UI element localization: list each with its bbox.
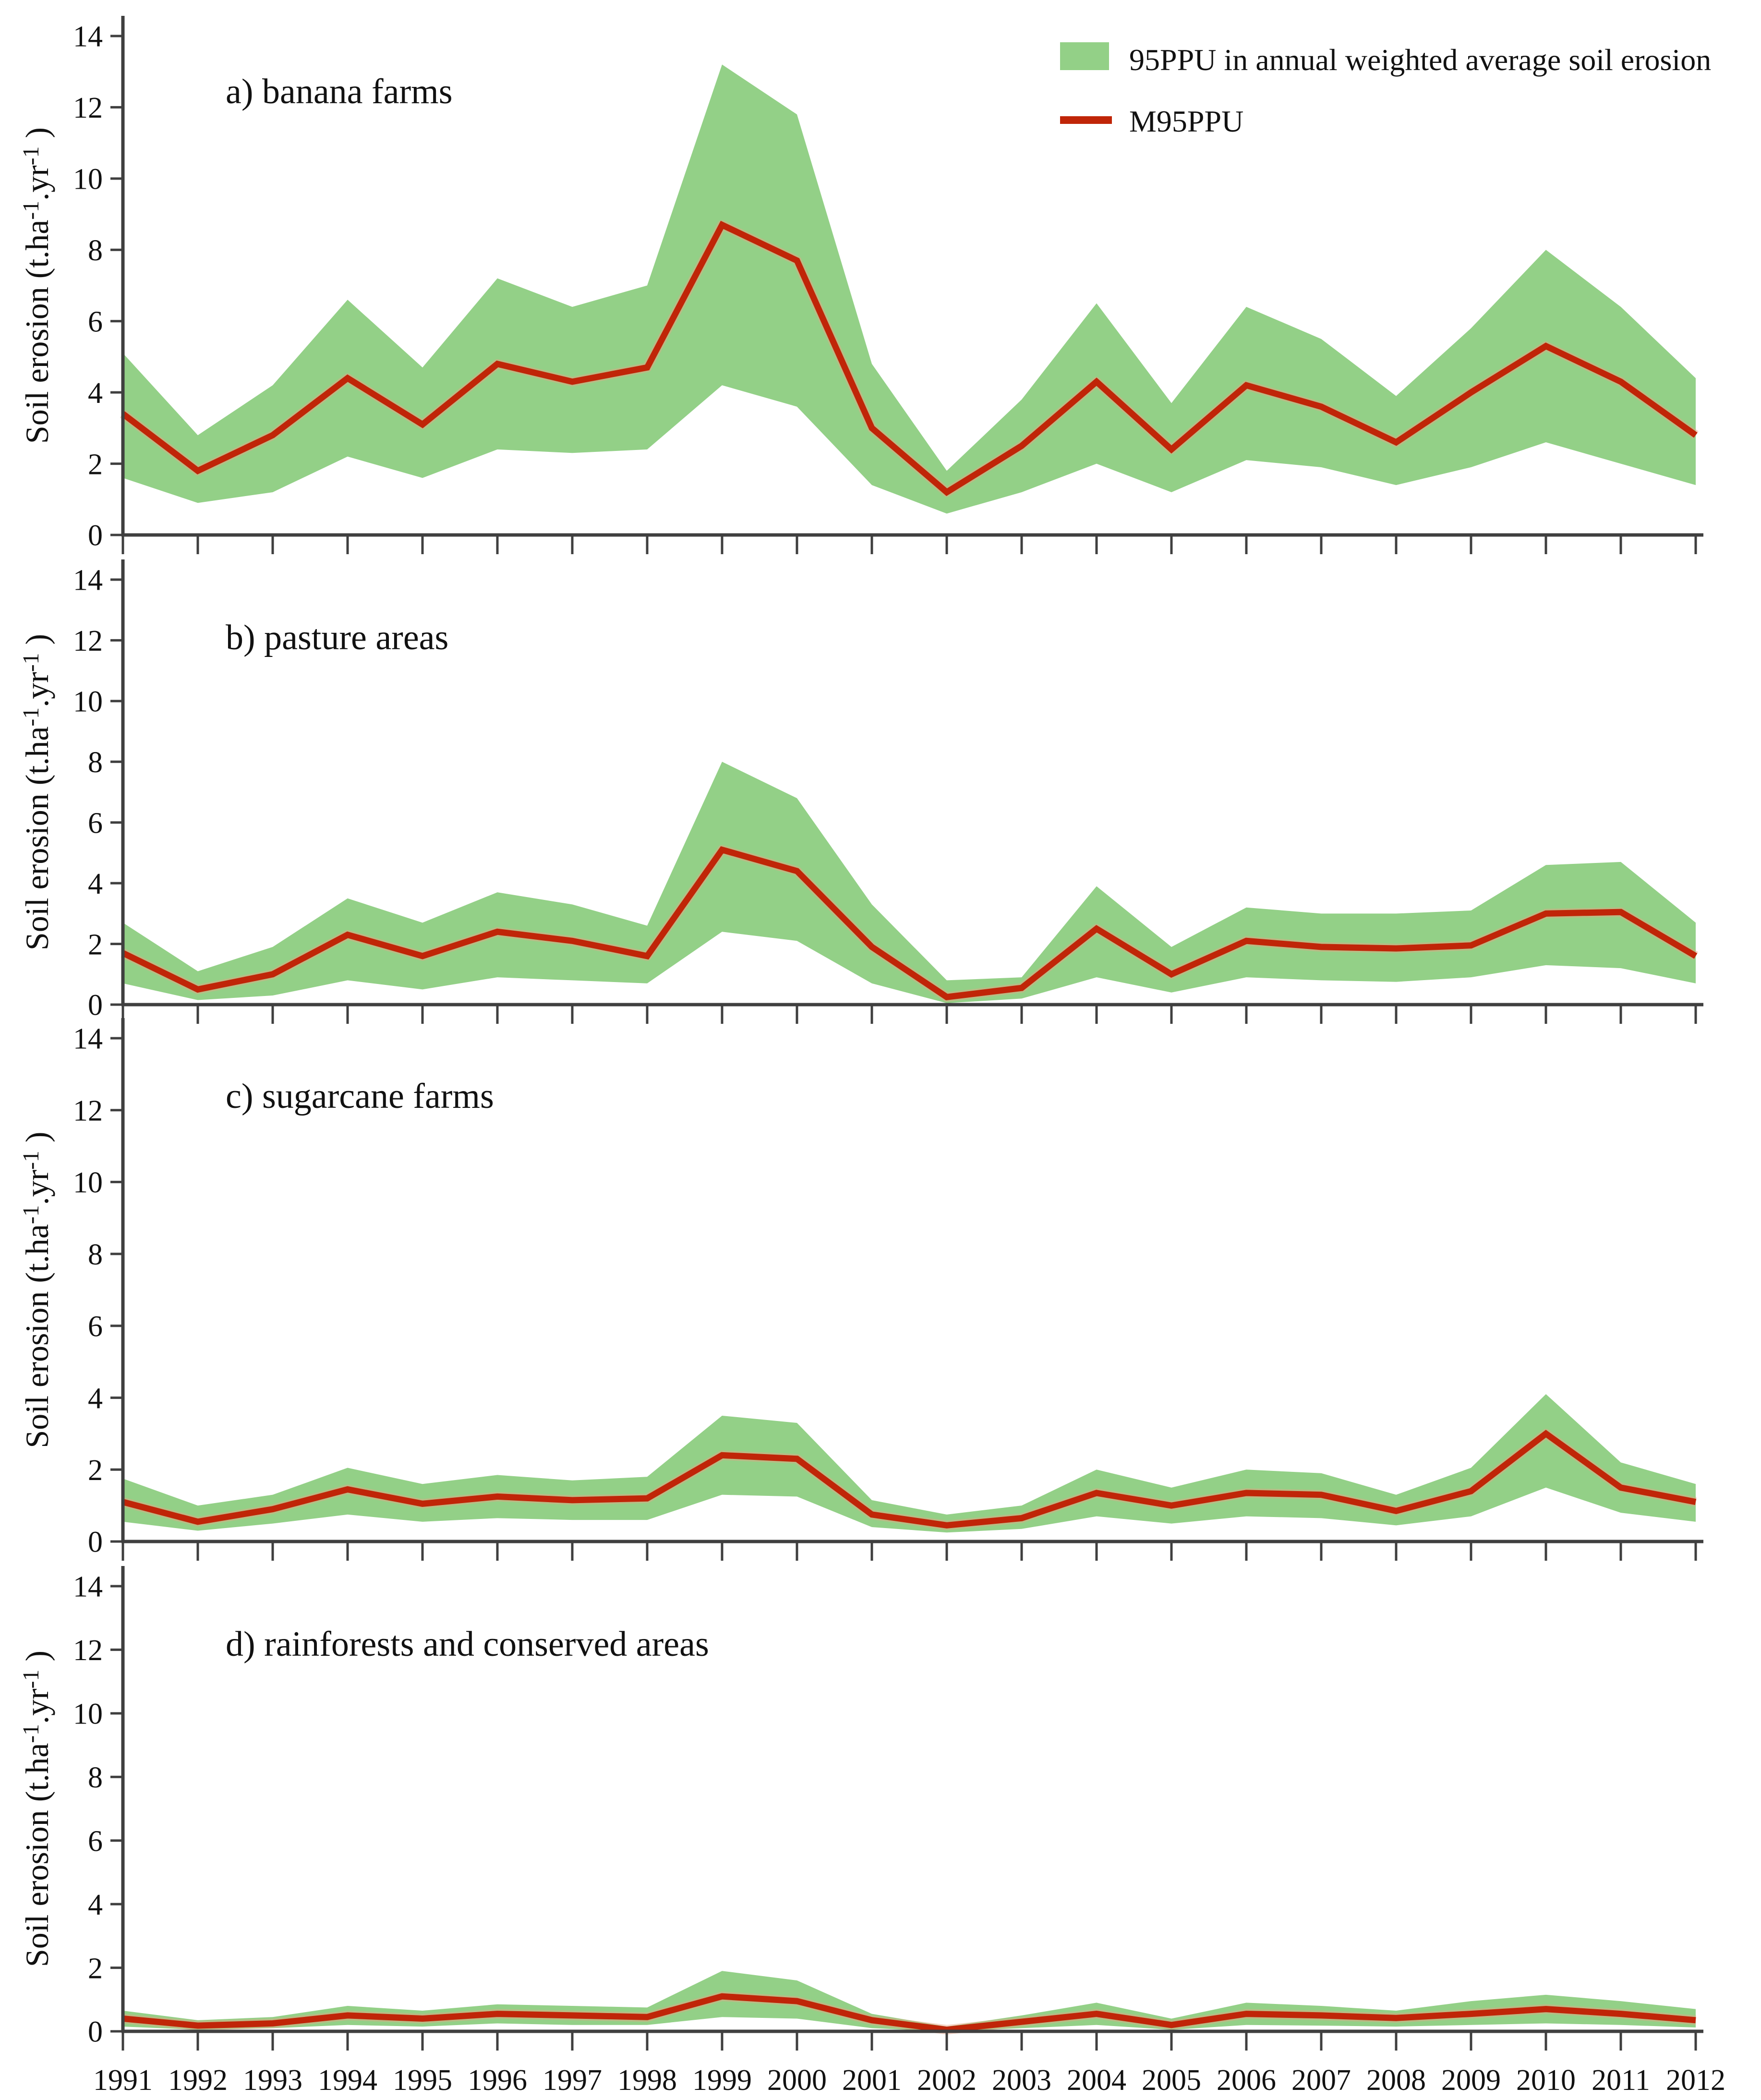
panel-c-plot: 0 2 4 6 8 10 12 14 Soil erosion (t.ha-1.yr-1 ) xyxy=(19,1018,1703,1561)
y-axis-label: Soil erosion (t.ha-1.yr-1 ) xyxy=(19,1131,55,1448)
y-tick-label: 8 xyxy=(88,1761,103,1794)
panel-a-title: a) banana farms xyxy=(226,72,453,111)
legend-band-label: 95PPU in annual weighted average soil er… xyxy=(1129,43,1711,77)
y-tick-label: 14 xyxy=(73,564,103,597)
y-tick-label: 6 xyxy=(88,305,103,338)
y-tick-label: 14 xyxy=(73,21,103,53)
y-tick-label: 0 xyxy=(88,520,103,552)
x-tick-label: 2008 xyxy=(1366,2064,1426,2097)
y-tick-label: 2 xyxy=(88,928,103,961)
y-axis-label: Soil erosion (t.ha-1.yr-1 ) xyxy=(19,127,55,444)
uncertainty-band xyxy=(123,64,1696,514)
y-tick-label: 6 xyxy=(88,1311,103,1343)
y-tick-label: 2 xyxy=(88,1454,103,1487)
x-tick-label: 1995 xyxy=(393,2064,452,2097)
y-tick-label: 12 xyxy=(73,1094,103,1127)
y-tick-label: 4 xyxy=(88,1889,103,1921)
legend: 95PPU in annual weighted average soil er… xyxy=(1060,42,1711,138)
x-tick-label: 2009 xyxy=(1441,2064,1501,2097)
x-tick-label: 2001 xyxy=(842,2064,902,2097)
x-tick-label: 2003 xyxy=(992,2064,1051,2097)
y-tick-label: 12 xyxy=(73,625,103,657)
y-tick-label: 2 xyxy=(88,1952,103,1985)
x-tick-label: 1998 xyxy=(617,2064,677,2097)
panel-c-title: c) sugarcane farms xyxy=(226,1077,494,1116)
y-tick-label: 12 xyxy=(73,92,103,124)
y-tick-label: 4 xyxy=(88,868,103,900)
y-tick-label: 14 xyxy=(73,1023,103,1056)
x-tick-label: 2005 xyxy=(1142,2064,1201,2097)
x-tick-label: 1996 xyxy=(468,2064,527,2097)
median-line xyxy=(121,846,1698,1000)
x-tick-label: 1999 xyxy=(692,2064,752,2097)
uncertainty-band xyxy=(123,1394,1696,1533)
x-tick-label: 2000 xyxy=(767,2064,827,2097)
panel-d-title: d) rainforests and conserved areas xyxy=(226,1625,709,1664)
median-line xyxy=(122,1993,1696,2033)
x-tick-label: 2004 xyxy=(1067,2064,1126,2097)
y-axis-label: Soil erosion (t.ha-1.yr-1 ) xyxy=(19,1651,55,1967)
x-tick-label: 2011 xyxy=(1592,2064,1650,2097)
x-tick-label: 2012 xyxy=(1666,2064,1725,2097)
x-tick-label: 1993 xyxy=(243,2064,302,2097)
legend-line-label: M95PPU xyxy=(1129,104,1243,138)
x-tick-label: 1992 xyxy=(168,2064,228,2097)
x-tick-label: 2002 xyxy=(917,2064,977,2097)
x-tick-label: 1994 xyxy=(318,2064,377,2097)
x-tick-label: 2010 xyxy=(1516,2064,1576,2097)
y-tick-label: 2 xyxy=(88,448,103,481)
panel-a-plot: 0 2 4 6 8 10 12 14 Soil erosion (t.ha-1.yr-1 ) xyxy=(19,16,1703,554)
y-tick-label: 4 xyxy=(88,1382,103,1415)
panel-b-plot: 0 2 4 6 8 10 12 14 Soil erosion (t.ha-1.yr-1 ) xyxy=(19,559,1703,1024)
y-tick-label: 0 xyxy=(88,989,103,1022)
y-tick-label: 0 xyxy=(88,2016,103,2049)
y-tick-label: 10 xyxy=(73,686,103,718)
y-tick-label: 10 xyxy=(73,1166,103,1199)
x-tick-label: 1997 xyxy=(543,2064,602,2097)
y-tick-label: 10 xyxy=(73,163,103,196)
y-tick-label: 0 xyxy=(88,1526,103,1559)
panel-b-title: b) pasture areas xyxy=(226,618,448,657)
panel-d-plot: 0 2 4 6 8 10 12 14 1991 1992 1993 1994 1995 1996 1997 1… xyxy=(19,1566,1725,2097)
median-line xyxy=(122,1430,1697,1529)
y-tick-label: 10 xyxy=(73,1698,103,1731)
y-tick-label: 8 xyxy=(88,234,103,267)
y-tick-label: 6 xyxy=(88,807,103,839)
y-axis-label: Soil erosion (t.ha-1.yr-1 ) xyxy=(19,634,55,950)
median-line xyxy=(121,220,1698,496)
x-tick-label: 2006 xyxy=(1217,2064,1276,2097)
y-tick-label: 14 xyxy=(73,1571,103,1603)
y-tick-label: 8 xyxy=(88,746,103,779)
legend-band-swatch xyxy=(1060,42,1109,70)
y-tick-label: 6 xyxy=(88,1825,103,1857)
y-tick-label: 12 xyxy=(73,1634,103,1667)
x-tick-label: 1991 xyxy=(93,2064,153,2097)
y-tick-label: 4 xyxy=(88,377,103,410)
x-tick-label: 2007 xyxy=(1291,2064,1351,2097)
y-tick-label: 8 xyxy=(88,1238,103,1271)
